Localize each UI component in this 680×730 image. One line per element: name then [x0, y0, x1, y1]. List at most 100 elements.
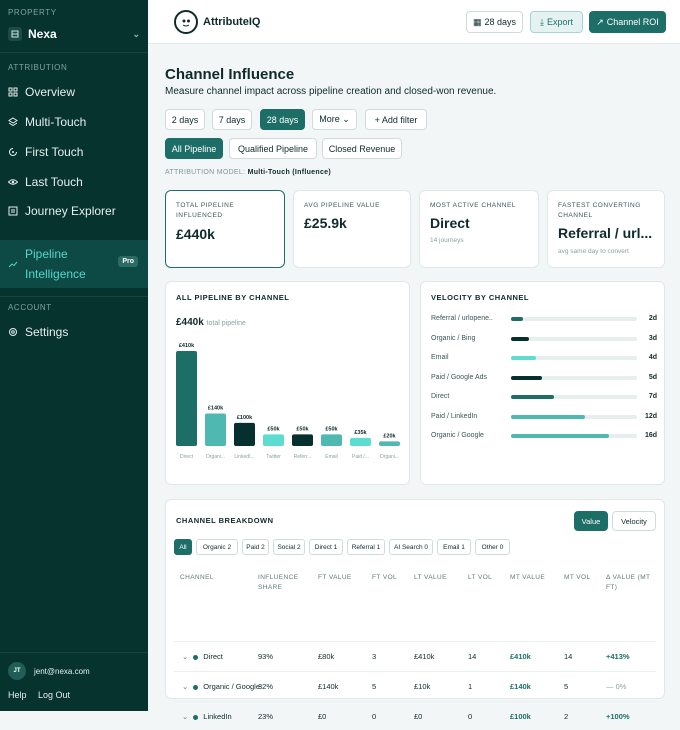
tab-all-pipeline[interactable]: All Pipeline — [165, 138, 223, 159]
column-header[interactable]: Δ VALUE (MT FT) — [606, 574, 651, 591]
range-7-days[interactable]: 7 days — [212, 109, 252, 130]
column-header[interactable]: LT VALUE — [414, 574, 447, 581]
velocity-channel-label: Paid / Google Ads — [431, 373, 488, 381]
sidebar-item-label: Multi-Touch — [25, 115, 87, 129]
velocity-value: 16d — [644, 432, 657, 439]
kpi-total-pipeline[interactable]: TOTAL PIPELINE INFLUENCED £440k — [165, 190, 285, 268]
channel-roi-button[interactable]: ↗ Channel ROI — [589, 11, 666, 33]
cell-delta: +100% — [606, 712, 630, 721]
user-email: jent@nexa.com — [34, 666, 90, 676]
velocity-row[interactable]: Direct 7d — [431, 392, 657, 404]
cell-share: 93% — [258, 652, 274, 661]
table-row[interactable]: ⌄ Direct 93% £80k 3 £410k 14 £410k 14 +413% — [174, 641, 656, 670]
bar-6[interactable] — [350, 437, 371, 446]
kpi-label: TOTAL PIPELINE INFLUENCED — [176, 202, 235, 219]
help-link[interactable]: Help — [8, 690, 27, 700]
kpi-avg-pipeline[interactable]: AVG PIPELINE VALUE £25.9k — [293, 190, 411, 268]
bar-3[interactable] — [263, 434, 284, 446]
grid-icon — [8, 87, 18, 97]
velocity-row[interactable]: Paid / LinkedIn 12d — [431, 412, 657, 424]
attribution-label: ATTRIBUTION — [8, 63, 68, 72]
column-header[interactable]: LT VOL — [468, 574, 493, 581]
sidebar-item-pipeline-intelligence[interactable]: Pipeline Intelligence Pro — [0, 240, 148, 288]
cell-mt-vol: 14 — [564, 652, 573, 661]
filter-chip[interactable]: All — [174, 539, 192, 555]
velocity-by-channel-card: VELOCITY BY CHANNEL Referral / urlopene.… — [420, 281, 665, 485]
logout-link[interactable]: Log Out — [38, 690, 71, 700]
model-label: ATTRIBUTION MODEL: — [165, 169, 246, 176]
cell-ft-vol: 0 — [372, 712, 377, 721]
date-range-label: 28 days — [484, 17, 517, 27]
velocity-row[interactable]: Organic / Google 16d — [431, 431, 657, 443]
bar-2[interactable] — [234, 422, 255, 446]
column-header[interactable]: INFLUENCE SHARE — [258, 574, 299, 591]
sidebar-item-multi-touch[interactable]: Multi-Touch — [8, 112, 140, 132]
category-label: Direct — [180, 454, 194, 460]
filter-chip[interactable]: Organic 2 — [196, 539, 238, 555]
column-header[interactable]: MT VOL — [564, 574, 591, 581]
velocity-bar — [511, 414, 585, 419]
sidebar-item-overview[interactable]: Overview — [8, 82, 140, 102]
property-selector[interactable]: Nexa ⌄ — [8, 25, 140, 43]
toggle-value[interactable]: Value — [574, 511, 608, 531]
sidebar-item-label: Intelligence — [25, 267, 86, 281]
table-row[interactable]: ⌄ LinkedIn 23% £0 0 £0 0 £100k 2 +100% — [174, 701, 656, 730]
filter-chip[interactable]: Email 1 — [437, 539, 471, 555]
cell-delta: — 0% — [606, 682, 627, 691]
export-button[interactable]: ⤓ Export — [530, 11, 583, 33]
cell-ft-vol: 5 — [372, 682, 377, 691]
sidebar-item-last-touch[interactable]: Last Touch — [8, 172, 140, 192]
range-more[interactable]: More ⌄ — [312, 109, 357, 130]
bar-0[interactable] — [176, 351, 197, 446]
date-range-button[interactable]: ▦ 28 days — [466, 11, 523, 33]
filter-chip[interactable]: Other 0 — [475, 539, 510, 555]
sidebar-item-settings[interactable]: Settings — [8, 322, 140, 342]
add-filter-button[interactable]: + Add filter — [365, 109, 427, 130]
filter-chip[interactable]: Social 2 — [273, 539, 305, 555]
range-2-days[interactable]: 2 days — [165, 109, 205, 130]
velocity-row[interactable]: Email 4d — [431, 353, 657, 365]
column-header[interactable]: CHANNEL — [180, 574, 214, 581]
bar-5[interactable] — [321, 434, 342, 446]
velocity-title: VELOCITY BY CHANNEL — [431, 293, 529, 302]
velocity-row[interactable]: Paid / Google Ads 5d — [431, 373, 657, 385]
range-28-days[interactable]: 28 days — [260, 109, 305, 130]
column-header[interactable]: FT VALUE — [318, 574, 352, 581]
expand-chevron-icon[interactable]: ⌄ — [182, 652, 189, 661]
brand-name: AttributeIQ — [203, 16, 261, 28]
tab-closed-revenue[interactable]: Closed Revenue — [322, 138, 402, 159]
sidebar-item-label: Journey Explorer — [25, 204, 116, 218]
channel-roi-label: Channel ROI — [606, 17, 659, 27]
sidebar-item-first-touch[interactable]: First Touch — [8, 142, 140, 162]
sidebar-item-journey-explorer[interactable]: Journey Explorer — [8, 201, 140, 221]
velocity-row[interactable]: Referral / urlopene.. 2d — [431, 314, 657, 326]
logo-icon — [174, 10, 198, 34]
channel-breakdown-card: CHANNEL BREAKDOWN Value Velocity All Orga… — [165, 499, 665, 721]
journey-icon — [8, 206, 18, 216]
kpi-most-active[interactable]: MOST ACTIVE CHANNEL Direct 14 journeys — [419, 190, 539, 268]
category-label: Email — [325, 454, 338, 460]
brand-logo[interactable]: AttributeIQ — [174, 10, 260, 34]
bar-1[interactable] — [205, 413, 226, 446]
filter-chip[interactable]: AI Search 0 — [389, 539, 433, 555]
expand-chevron-icon[interactable]: ⌄ — [182, 682, 189, 691]
kpi-fastest-converting[interactable]: FASTEST CONVERTING CHANNEL Referral / ur… — [547, 190, 665, 268]
velocity-row[interactable]: Organic / Bing 3d — [431, 334, 657, 346]
column-header[interactable]: FT VOL — [372, 574, 398, 581]
filter-chip[interactable]: Paid 2 — [242, 539, 269, 555]
toggle-velocity[interactable]: Velocity — [612, 511, 656, 531]
filter-chip[interactable]: Referral 1 — [347, 539, 385, 555]
tab-qualified-pipeline[interactable]: Qualified Pipeline — [229, 138, 317, 159]
user-menu[interactable]: JT jent@nexa.com — [8, 662, 90, 680]
bar-7[interactable] — [379, 441, 400, 446]
expand-chevron-icon[interactable]: ⌄ — [182, 712, 189, 721]
bar-4[interactable] — [292, 434, 313, 446]
cell-ft-value: £0 — [318, 712, 327, 721]
filter-chip[interactable]: Direct 1 — [309, 539, 343, 555]
channel-name: LinkedIn — [203, 712, 232, 721]
table-row[interactable]: ⌄ Organic / Google 32% £140k 5 £10k 1 £140k 5 — 0… — [174, 671, 656, 700]
velocity-channel-label: Email — [431, 354, 449, 361]
column-header[interactable]: MT VALUE — [510, 574, 546, 581]
sidebar-item-label: First Touch — [25, 145, 84, 159]
cell-ft-value: £80k — [318, 652, 335, 661]
